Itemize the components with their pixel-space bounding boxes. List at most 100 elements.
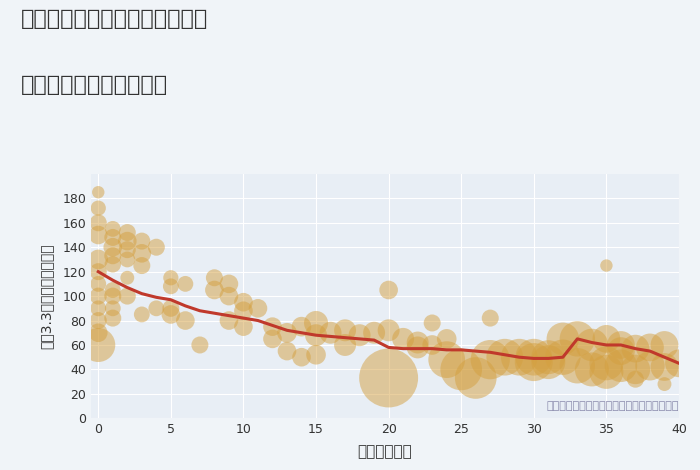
Point [223, 317, 235, 324]
X-axis label: 築年数（年）: 築年数（年） [358, 445, 412, 460]
Point [136, 262, 148, 269]
Point [542, 358, 554, 366]
Point [368, 329, 379, 337]
Y-axis label: 坪（3.3㎡）単価（万円）: 坪（3.3㎡）単価（万円） [40, 243, 54, 349]
Point [165, 274, 176, 282]
Point [557, 353, 568, 361]
Point [412, 344, 423, 351]
Point [122, 246, 133, 253]
Point [310, 351, 321, 359]
Point [587, 341, 598, 349]
Point [484, 314, 496, 322]
Point [426, 319, 438, 327]
Point [659, 380, 670, 388]
Point [195, 341, 206, 349]
Point [310, 331, 321, 339]
Point [136, 250, 148, 257]
Point [92, 268, 104, 275]
Point [281, 329, 293, 337]
Point [238, 323, 249, 330]
Point [107, 225, 118, 233]
Point [615, 347, 626, 355]
Point [150, 305, 162, 312]
Point [456, 366, 467, 373]
Point [383, 327, 394, 334]
Point [601, 335, 612, 343]
Point [296, 353, 307, 361]
Point [238, 298, 249, 306]
Point [615, 341, 626, 349]
Point [92, 292, 104, 300]
Point [107, 234, 118, 241]
Point [615, 362, 626, 369]
Point [238, 307, 249, 314]
Point [296, 323, 307, 330]
Point [92, 305, 104, 312]
Point [630, 345, 641, 352]
Point [572, 335, 583, 343]
Point [601, 262, 612, 269]
Point [659, 341, 670, 349]
Point [645, 344, 656, 351]
Point [122, 292, 133, 300]
Point [412, 339, 423, 346]
Point [354, 331, 365, 339]
Point [514, 353, 525, 361]
Point [107, 260, 118, 268]
Point [136, 311, 148, 318]
Point [92, 256, 104, 263]
Point [180, 317, 191, 324]
Point [441, 356, 452, 363]
Point [150, 243, 162, 251]
Point [92, 317, 104, 324]
Text: 築年数別中古戸建て価格: 築年数別中古戸建て価格 [21, 75, 168, 95]
Point [528, 358, 540, 366]
Point [441, 335, 452, 343]
Point [92, 341, 104, 349]
Point [542, 353, 554, 361]
Point [107, 305, 118, 312]
Point [557, 335, 568, 343]
Point [122, 229, 133, 236]
Point [587, 366, 598, 373]
Point [107, 243, 118, 251]
Point [601, 368, 612, 376]
Point [340, 327, 351, 334]
Point [325, 329, 336, 337]
Point [92, 231, 104, 239]
Point [426, 341, 438, 349]
Point [107, 252, 118, 259]
Point [673, 360, 685, 367]
Point [572, 362, 583, 369]
Point [209, 274, 220, 282]
Point [630, 376, 641, 383]
Point [470, 374, 482, 382]
Point [165, 305, 176, 312]
Point [136, 237, 148, 245]
Point [223, 280, 235, 288]
Point [528, 353, 540, 361]
Point [107, 286, 118, 294]
Point [253, 305, 264, 312]
Text: 円の大きさは、取引のあった物件面積を示す: 円の大きさは、取引のあった物件面積を示す [547, 401, 679, 411]
Point [122, 274, 133, 282]
Point [383, 374, 394, 382]
Point [92, 280, 104, 288]
Point [398, 335, 409, 343]
Point [107, 314, 118, 322]
Point [601, 360, 612, 367]
Point [267, 323, 278, 330]
Point [223, 292, 235, 300]
Point [267, 335, 278, 343]
Point [107, 292, 118, 300]
Point [122, 237, 133, 245]
Point [92, 188, 104, 196]
Point [209, 286, 220, 294]
Point [165, 311, 176, 318]
Text: 千葉県千葉市稲毛区宮野木町の: 千葉県千葉市稲毛区宮野木町の [21, 9, 209, 30]
Point [92, 204, 104, 212]
Point [340, 341, 351, 349]
Point [281, 347, 293, 355]
Point [383, 286, 394, 294]
Point [92, 219, 104, 227]
